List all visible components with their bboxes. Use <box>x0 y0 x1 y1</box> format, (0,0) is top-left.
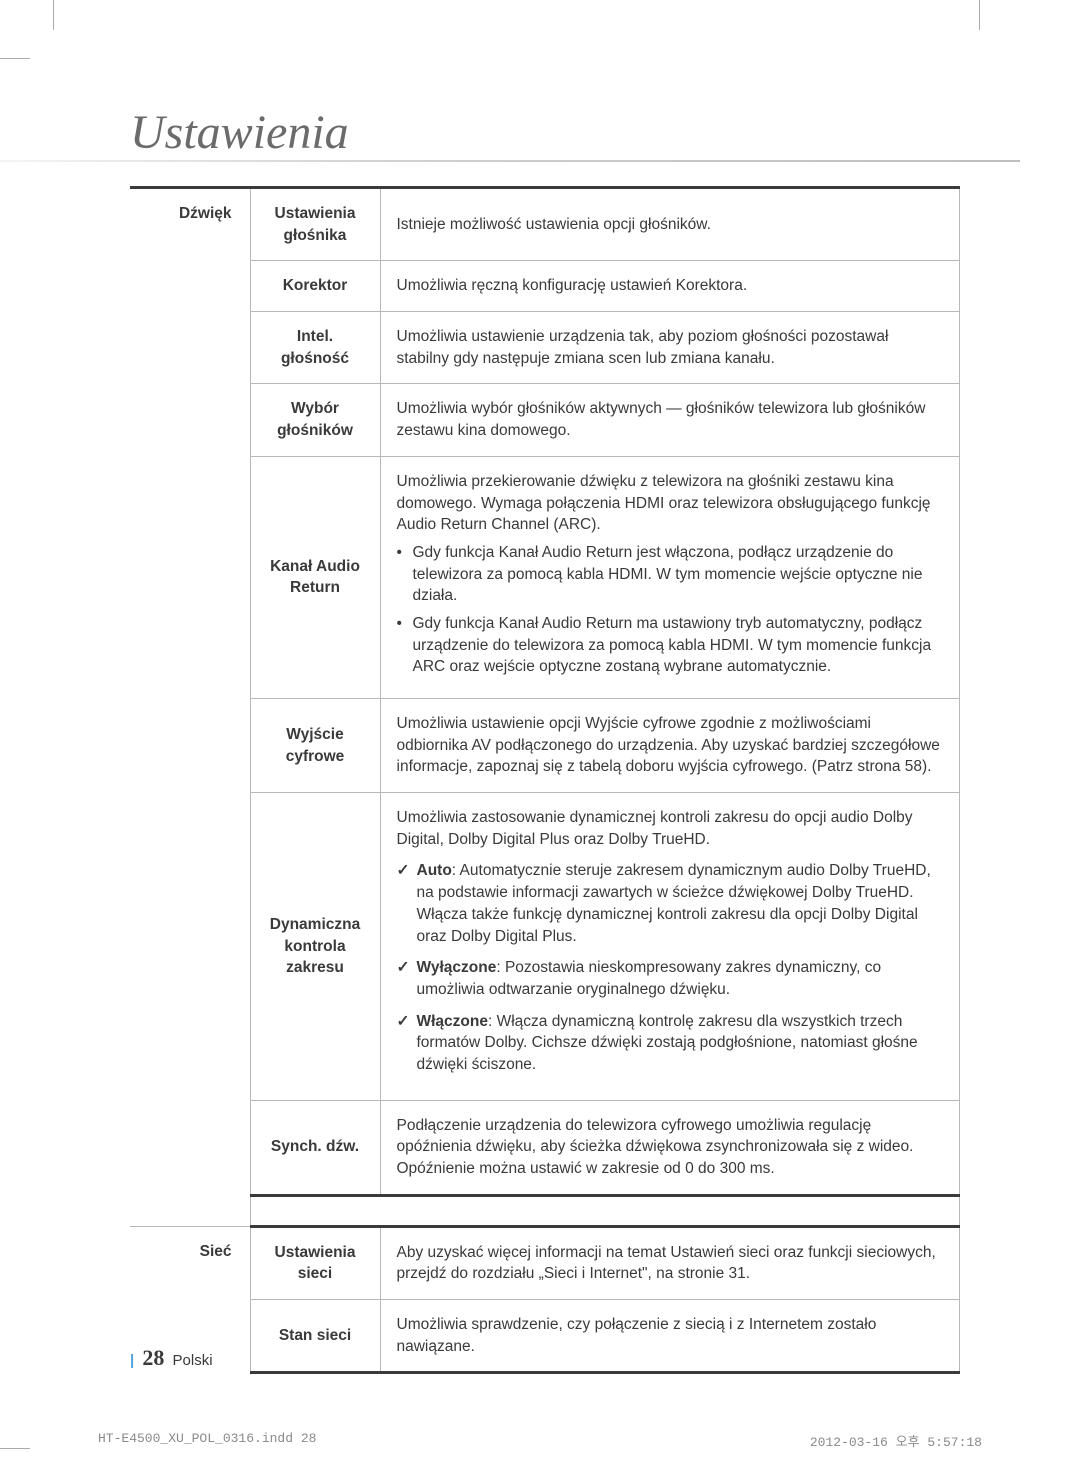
page-language: Polski <box>173 1352 213 1369</box>
check-text: : Włącza dynamiczną kontrolę zakresu dla… <box>417 1013 918 1073</box>
check-text: : Automatycznie steruje zakresem dynamic… <box>417 862 931 944</box>
row-desc: Umożliwia ustawienie opcji Wyjście cyfro… <box>380 699 960 793</box>
section-gap <box>250 1195 960 1226</box>
print-file: HT-E4500_XU_POL_0316.indd 28 <box>98 1431 316 1451</box>
check-list: Auto: Automatycznie steruje zakresem dyn… <box>397 860 944 1075</box>
row-label: Kanał Audio Return <box>250 456 380 698</box>
settings-content: Dźwięk Ustawienia głośnika Istnieje możl… <box>130 186 960 1374</box>
title-underline <box>0 160 1020 162</box>
check-bold: Auto <box>417 862 452 879</box>
row-desc: Umożliwia wybór głośników aktywnych — gł… <box>380 384 960 456</box>
crop-mark <box>53 0 54 30</box>
check-item: Wyłączone: Pozostawia nieskompresowany z… <box>397 957 944 1000</box>
bullet-item: Gdy funkcja Kanał Audio Return ma ustawi… <box>397 613 944 678</box>
check-item: Włączone: Włącza dynamiczną kontrolę zak… <box>397 1011 944 1076</box>
bullet-list: Gdy funkcja Kanał Audio Return jest włąc… <box>397 542 944 678</box>
row-desc: Podłączenie urządzenia do telewizora cyf… <box>380 1100 960 1195</box>
check-item: Auto: Automatycznie steruje zakresem dyn… <box>397 860 944 947</box>
crop-mark <box>0 58 30 59</box>
crop-mark <box>0 1448 30 1449</box>
row-desc: Umożliwia ręczną konfigurację ustawień K… <box>380 261 960 312</box>
row-desc: Aby uzyskać więcej informacji na temat U… <box>380 1226 960 1299</box>
category-cell-sound: Dźwięk <box>130 188 250 1227</box>
settings-table: Dźwięk Ustawienia głośnika Istnieje możl… <box>130 186 960 1374</box>
desc-text: Umożliwia zastosowanie dynamicznej kontr… <box>397 809 913 848</box>
row-label: Ustawienia sieci <box>250 1226 380 1299</box>
bullet-item: Gdy funkcja Kanał Audio Return jest włąc… <box>397 542 944 607</box>
desc-text: Umożliwia przekierowanie dźwięku z telew… <box>397 473 931 533</box>
page-number: 28 <box>142 1345 164 1370</box>
row-desc: Umożliwia sprawdzenie, czy połączenie z … <box>380 1300 960 1373</box>
row-label: Ustawienia głośnika <box>250 188 380 261</box>
row-label: Intel. głośność <box>250 312 380 384</box>
row-label: Wybór głośników <box>250 384 380 456</box>
row-label: Dynamiczna kontrola zakresu <box>250 793 380 1101</box>
row-desc: Umożliwia ustawienie urządzenia tak, aby… <box>380 312 960 384</box>
row-label: Stan sieci <box>250 1300 380 1373</box>
row-label: Synch. dźw. <box>250 1100 380 1195</box>
row-label: Wyjście cyfrowe <box>250 699 380 793</box>
page-title: Ustawienia <box>130 105 349 160</box>
row-label: Korektor <box>250 261 380 312</box>
print-date: 2012-03-16 오후 5:57:18 <box>810 1431 982 1451</box>
footer-sep: | <box>130 1352 134 1369</box>
check-bold: Wyłączone <box>417 959 497 976</box>
crop-mark <box>979 0 980 30</box>
page-footer: | 28 Polski <box>130 1345 213 1371</box>
check-bold: Włączone <box>417 1013 488 1030</box>
row-desc: Istnieje możliwość ustawienia opcji głoś… <box>380 188 960 261</box>
row-desc: Umożliwia zastosowanie dynamicznej kontr… <box>380 793 960 1101</box>
row-desc: Umożliwia przekierowanie dźwięku z telew… <box>380 456 960 698</box>
print-metadata: HT-E4500_XU_POL_0316.indd 28 2012-03-16 … <box>98 1431 982 1451</box>
